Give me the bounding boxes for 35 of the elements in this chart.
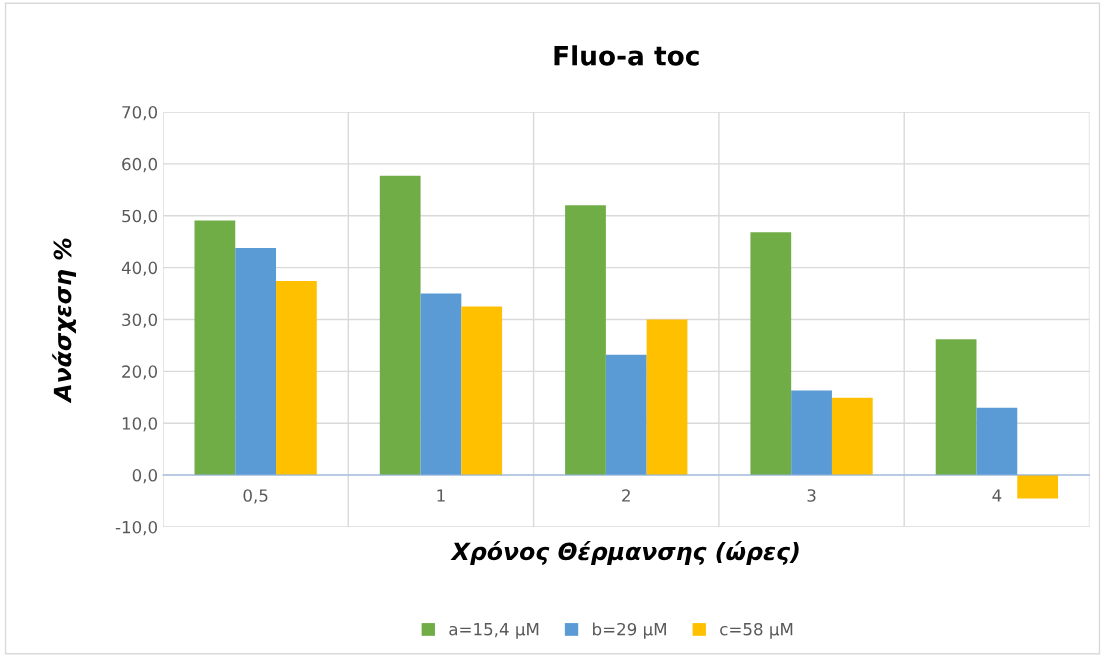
x-tick-label: 2 xyxy=(622,489,630,502)
y-tick-label: 30,0 xyxy=(122,313,158,328)
bar xyxy=(461,306,503,476)
y-tick-label: 20,0 xyxy=(122,365,158,380)
y-tick-label: 40,0 xyxy=(121,261,158,276)
bar xyxy=(976,407,1018,476)
bar xyxy=(935,339,977,476)
y-tick-label: 10,0 xyxy=(122,417,158,432)
y-tick-label: 50,0 xyxy=(122,209,158,225)
bar xyxy=(646,319,688,476)
bar xyxy=(750,232,792,476)
chart-title: Fluo-a toc xyxy=(554,45,699,66)
legend-label: c=58 μM xyxy=(720,622,793,639)
x-tick-label: 3 xyxy=(807,489,816,502)
bar xyxy=(565,205,606,476)
bar xyxy=(831,397,873,476)
bar xyxy=(276,281,317,476)
x-tick-label: 4 xyxy=(992,489,1002,502)
y-tick-label: 70,0 xyxy=(122,105,158,121)
x-tick-label: 0,5 xyxy=(243,489,268,504)
x-tick-label: 1 xyxy=(437,489,445,502)
legend-label: b=29 μM xyxy=(593,622,666,639)
x-axis-title: Χρόνος Θέρμανσης (ώρες) xyxy=(450,541,799,565)
y-tick-label: 0,0 xyxy=(132,469,158,484)
bar xyxy=(791,390,832,476)
bar xyxy=(194,220,236,476)
bar xyxy=(379,175,421,476)
legend-label: a=15,4 μM xyxy=(449,623,539,639)
y-tick-label: 60,0 xyxy=(122,157,158,173)
bar xyxy=(605,354,647,476)
bar xyxy=(235,247,277,476)
bar xyxy=(420,293,462,476)
y-tick-label: -10,0 xyxy=(115,520,158,536)
y-axis-title: Ανάσχεση % xyxy=(52,238,76,404)
bar xyxy=(1017,475,1059,499)
